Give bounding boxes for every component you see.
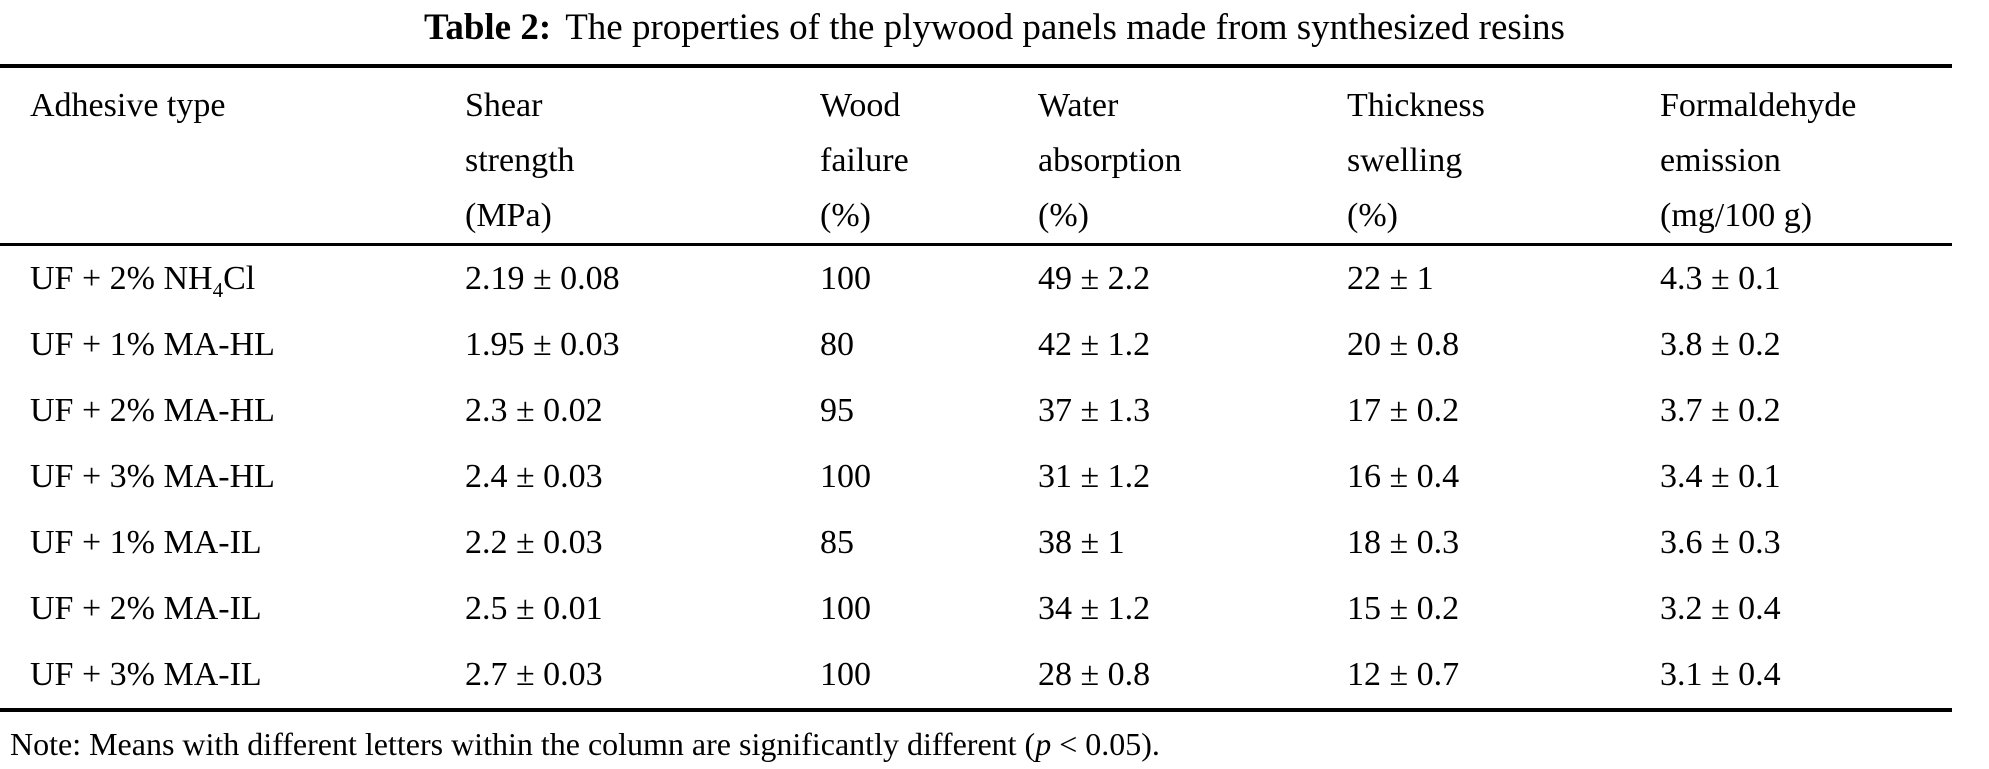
table-caption-label: Table 2: [424, 7, 552, 48]
table-row: UF + 1% MA-HL 1.95 ± 0.03 80 42 ± 1.2 20 ± 0… [0, 312, 1952, 378]
header-line: failure [820, 142, 909, 179]
table-body: UF + 2% NH4Cl 2.19 ± 0.08 100 49 ± 2.2 22 ± … [0, 245, 1952, 711]
header-line: absorption [1038, 142, 1182, 179]
cell-thickness-swelling: 18 ± 0.3 [1347, 524, 1460, 561]
cell-thickness-swelling: 15 ± 0.2 [1347, 590, 1460, 627]
cell-water-absorption: 28 ± 0.8 [1038, 656, 1151, 693]
cell-thickness-swelling: 16 ± 0.4 [1347, 458, 1460, 495]
cell-adhesive-type: UF + 3% MA-IL [30, 656, 262, 693]
cell-adhesive-type: UF + 2% NH4Cl [30, 260, 256, 302]
cell-shear-strength: 2.5 ± 0.01 [465, 590, 603, 627]
header-adhesive-type: Adhesive type [0, 66, 465, 245]
cell-wood-failure: 100 [820, 260, 871, 297]
note-text: Note: Means with different letters withi… [10, 726, 1036, 762]
table-header: Adhesive type Shear strength (MPa) Wood … [0, 66, 1952, 245]
header-line: swelling [1347, 142, 1463, 179]
cell-shear-strength: 2.3 ± 0.02 [465, 392, 603, 429]
note-p-italic: p [1035, 726, 1052, 762]
cell-wood-failure: 80 [820, 326, 854, 363]
header-line: Water [1038, 87, 1119, 124]
cell-water-absorption: 49 ± 2.2 [1038, 260, 1151, 297]
table-row: UF + 1% MA-IL 2.2 ± 0.03 85 38 ± 1 18 ± 0.3 3… [0, 510, 1952, 576]
cell-shear-strength: 2.7 ± 0.03 [465, 656, 603, 693]
header-line: (mg/100 g) [1660, 197, 1813, 234]
header-row: Adhesive type Shear strength (MPa) Wood … [0, 66, 1952, 245]
cell-wood-failure: 100 [820, 590, 871, 627]
header-line: (MPa) [465, 197, 552, 234]
cell-thickness-swelling: 12 ± 0.7 [1347, 656, 1460, 693]
cell-adhesive-type: UF + 2% MA-IL [30, 590, 262, 627]
cell-thickness-swelling: 20 ± 0.8 [1347, 326, 1460, 363]
header-formaldehyde-emission: Formaldehyde emission (mg/100 g) [1660, 66, 1952, 245]
cell-thickness-swelling: 17 ± 0.2 [1347, 392, 1460, 429]
cell-formaldehyde-emission: 3.7 ± 0.2 [1660, 392, 1781, 429]
table-row: UF + 2% MA-IL 2.5 ± 0.01 100 34 ± 1.2 15 ± 0… [0, 576, 1952, 642]
chemical-subscript: 4 [212, 277, 224, 302]
cell-adhesive-type: UF + 1% MA-IL [30, 524, 262, 561]
header-line: (%) [1038, 197, 1089, 234]
header-line: strength [465, 142, 575, 179]
header-line: Adhesive type [30, 87, 226, 124]
cell-wood-failure: 100 [820, 458, 871, 495]
header-line: (%) [820, 197, 871, 234]
cell-water-absorption: 38 ± 1 [1038, 524, 1125, 561]
cell-formaldehyde-emission: 4.3 ± 0.1 [1660, 260, 1781, 297]
header-shear-strength: Shear strength (MPa) [465, 66, 820, 245]
header-line: (%) [1347, 197, 1398, 234]
header-water-absorption: Water absorption (%) [1038, 66, 1347, 245]
header-line: Thickness [1347, 87, 1485, 124]
cell-water-absorption: 34 ± 1.2 [1038, 590, 1151, 627]
table-row: UF + 3% MA-HL 2.4 ± 0.03 100 31 ± 1.2 16 ± 0… [0, 444, 1952, 510]
table-row: UF + 2% MA-HL 2.3 ± 0.02 95 37 ± 1.3 17 ± 0.… [0, 378, 1952, 444]
cell-wood-failure: 85 [820, 524, 854, 561]
cell-wood-failure: 100 [820, 656, 871, 693]
cell-water-absorption: 31 ± 1.2 [1038, 458, 1151, 495]
table-note: Note: Means with different letters withi… [0, 712, 1989, 763]
header-line: Shear [465, 87, 543, 124]
cell-wood-failure: 95 [820, 392, 854, 429]
header-thickness-swelling: Thickness swelling (%) [1347, 66, 1660, 245]
cell-adhesive-type: UF + 1% MA-HL [30, 326, 275, 363]
header-wood-failure: Wood failure (%) [820, 66, 1038, 245]
header-line [30, 133, 465, 188]
cell-formaldehyde-emission: 3.4 ± 0.1 [1660, 458, 1781, 495]
cell-formaldehyde-emission: 3.1 ± 0.4 [1660, 656, 1781, 693]
table-row: UF + 2% NH4Cl 2.19 ± 0.08 100 49 ± 2.2 22 ± … [0, 245, 1952, 313]
header-line: Formaldehyde [1660, 87, 1857, 124]
cell-water-absorption: 37 ± 1.3 [1038, 392, 1151, 429]
table-caption: Table 2: The properties of the plywood pa… [0, 0, 1989, 64]
cell-formaldehyde-emission: 3.6 ± 0.3 [1660, 524, 1781, 561]
properties-table: Adhesive type Shear strength (MPa) Wood … [0, 64, 1952, 712]
cell-adhesive-type: UF + 3% MA-HL [30, 458, 275, 495]
cell-adhesive-type: UF + 2% MA-HL [30, 392, 275, 429]
table-caption-text: The properties of the plywood panels mad… [565, 7, 1565, 48]
cell-water-absorption: 42 ± 1.2 [1038, 326, 1151, 363]
header-line [30, 188, 465, 243]
cell-shear-strength: 2.19 ± 0.08 [465, 260, 620, 297]
cell-shear-strength: 1.95 ± 0.03 [465, 326, 620, 363]
cell-shear-strength: 2.4 ± 0.03 [465, 458, 603, 495]
cell-shear-strength: 2.2 ± 0.03 [465, 524, 603, 561]
cell-formaldehyde-emission: 3.8 ± 0.2 [1660, 326, 1781, 363]
table-row: UF + 3% MA-IL 2.7 ± 0.03 100 28 ± 0.8 12 ± 0… [0, 642, 1952, 710]
header-line: emission [1660, 142, 1781, 179]
cell-thickness-swelling: 22 ± 1 [1347, 260, 1434, 297]
note-text-end: < 0.05). [1051, 726, 1160, 762]
header-line: Wood [820, 87, 901, 124]
cell-formaldehyde-emission: 3.2 ± 0.4 [1660, 590, 1781, 627]
